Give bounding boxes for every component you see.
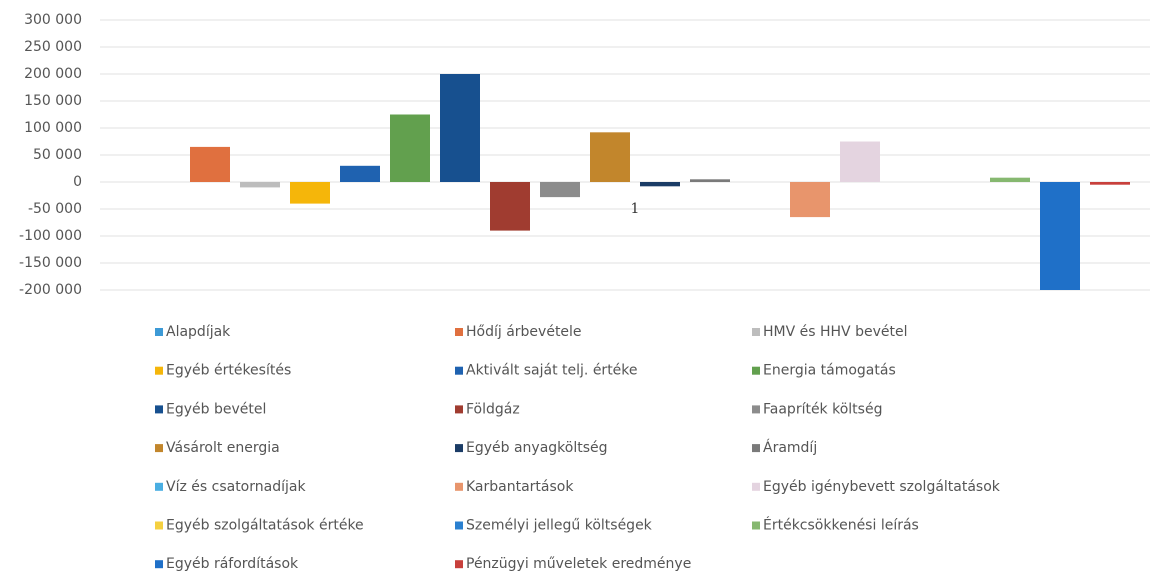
bar: [240, 182, 280, 188]
legend-swatch: [752, 482, 760, 491]
legend-swatch: [455, 405, 463, 414]
legend-label: Faapríték költség: [763, 401, 882, 417]
legend-label: Pénzügyi műveletek eredménye: [466, 556, 691, 572]
legend-swatch: [155, 560, 163, 569]
bar: [590, 132, 630, 182]
legend-label: Energia támogatás: [763, 363, 896, 379]
legend-swatch: [155, 444, 163, 453]
bar: [640, 182, 680, 187]
legend-label: Földgáz: [466, 401, 520, 417]
legend-swatch: [752, 366, 760, 375]
y-tick-label: 250 000: [24, 39, 82, 55]
bar: [1090, 182, 1130, 185]
legend-swatch: [455, 366, 463, 375]
legend-label: Egyéb ráfordítások: [166, 556, 299, 572]
legend-label: HMV és HHV bevétel: [763, 324, 907, 340]
legend-swatch: [752, 405, 760, 414]
y-tick-label: 200 000: [24, 66, 82, 82]
y-tick-label: -200 000: [19, 282, 82, 298]
legend-swatch: [155, 366, 163, 375]
y-tick-label: 100 000: [24, 120, 82, 136]
legend-label: Alapdíjak: [166, 324, 231, 340]
legend-label: Karbantartások: [466, 479, 574, 495]
bar: [690, 179, 730, 182]
bar: [190, 146, 230, 182]
bar: [490, 182, 530, 231]
bar: [1040, 182, 1080, 290]
legend-label: Hődíj árbevétele: [466, 324, 582, 340]
legend-swatch: [455, 328, 463, 336]
y-tick-label: 150 000: [24, 93, 82, 109]
x-tick-label: 1: [631, 201, 640, 217]
legend-label: Áramdíj: [763, 439, 817, 456]
legend-label: Víz és csatornadíjak: [166, 479, 306, 495]
legend-label: Személyi jellegű költségek: [466, 518, 653, 534]
bar: [790, 182, 830, 218]
bar: [340, 165, 380, 182]
legend-swatch: [455, 560, 463, 569]
bar: [540, 182, 580, 198]
y-tick-label: 0: [73, 174, 82, 190]
y-tick-label: 300 000: [24, 12, 82, 28]
legend-swatch: [155, 405, 163, 414]
legend-label: Vásárolt energia: [166, 440, 280, 456]
bar: [440, 74, 480, 182]
y-tick-label: 50 000: [33, 147, 82, 163]
legend-label: Egyéb anyagköltség: [466, 440, 608, 456]
legend-swatch: [155, 328, 163, 336]
legend-label: Értékcsökkenési leírás: [763, 517, 919, 534]
legend-swatch: [155, 521, 163, 530]
legend-label: Egyéb értékesítés: [166, 363, 291, 379]
y-tick-label: -150 000: [19, 255, 82, 271]
legend-label: Egyéb igénybevett szolgáltatások: [763, 479, 1001, 495]
legend-swatch: [752, 521, 760, 530]
legend-swatch: [752, 328, 760, 336]
legend-swatch: [155, 482, 163, 491]
legend-swatch: [752, 444, 760, 453]
legend-swatch: [455, 482, 463, 491]
bar: [290, 182, 330, 204]
legend-label: Aktivált saját telj. értéke: [466, 363, 638, 379]
legend-label: Egyéb bevétel: [166, 401, 266, 417]
bar: [990, 177, 1030, 182]
legend-label: Egyéb szolgáltatások értéke: [166, 518, 364, 534]
bar: [840, 141, 880, 182]
legend-swatch: [455, 521, 463, 530]
y-tick-label: -50 000: [28, 201, 82, 217]
y-tick-label: -100 000: [19, 228, 82, 244]
bar: [390, 114, 430, 182]
legend-swatch: [455, 444, 463, 453]
